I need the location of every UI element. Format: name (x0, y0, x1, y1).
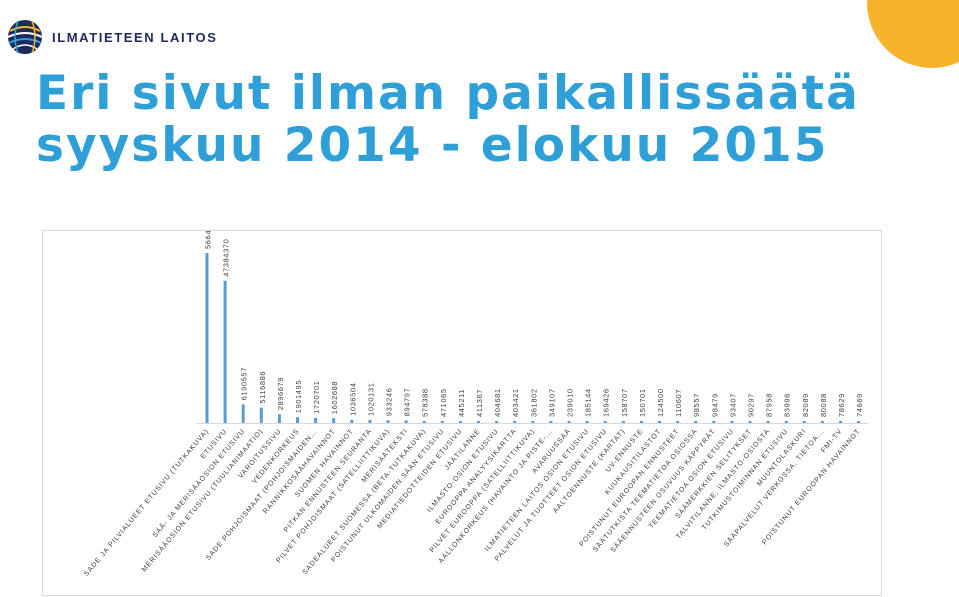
data-label: 1720701 (312, 380, 321, 413)
bar (567, 421, 571, 423)
bar (676, 421, 680, 423)
data-label: 471065 (439, 388, 448, 417)
data-label: 578388 (421, 388, 430, 417)
data-label: 2896679 (276, 377, 285, 410)
bar (748, 421, 752, 423)
bar (277, 414, 281, 423)
data-label: 185144 (584, 388, 593, 417)
bar (513, 421, 517, 423)
data-label: 5116886 (258, 371, 267, 404)
data-label: 47384370 (222, 239, 231, 277)
bar (694, 421, 698, 423)
data-label: 98557 (692, 393, 701, 417)
bar (621, 421, 625, 423)
bar (332, 418, 336, 423)
bar (440, 421, 444, 423)
data-label: 110607 (674, 389, 683, 417)
bar (820, 421, 824, 423)
bar (386, 420, 390, 423)
bar (368, 419, 372, 423)
bar (585, 421, 589, 423)
data-label: 445211 (457, 389, 466, 417)
bar (712, 421, 716, 423)
bar (495, 421, 499, 423)
bar (223, 280, 227, 423)
slide-title-line2: syyskuu 2014 - elokuu 2015 (36, 118, 829, 173)
bar (296, 417, 299, 423)
bar (259, 407, 263, 423)
bar (458, 421, 462, 423)
data-label: 404681 (493, 388, 502, 417)
bar (241, 404, 245, 423)
data-label: 349107 (547, 388, 556, 417)
bar (404, 420, 408, 423)
data-label: 78629 (837, 393, 846, 417)
globe-lines-icon (7, 20, 43, 54)
slide-title-line1: Eri sivut ilman paikallissäätä (36, 66, 860, 121)
bar (839, 421, 842, 423)
bar (639, 421, 643, 423)
bar (422, 421, 426, 423)
bar-chart: 56643632 SADE JA PILVIALUEET ETUSIVU (TUT… (83, 231, 869, 578)
data-label: 87958 (765, 393, 774, 417)
corner-decoration (867, 0, 959, 68)
bar (766, 421, 770, 423)
bar (531, 421, 535, 423)
data-label: 361802 (529, 388, 538, 417)
bar (477, 421, 480, 423)
chart-area: 56643632 SADE JA PILVIALUEET ETUSIVU (TUT… (42, 230, 882, 596)
data-label: 83996 (783, 393, 792, 417)
slide-title: Eri sivut ilman paikallissäätä syyskuu 2… (36, 68, 860, 172)
bar (784, 421, 788, 423)
data-label: 124500 (656, 388, 665, 417)
data-label: 1020131 (366, 383, 375, 416)
data-label: 169426 (602, 388, 611, 417)
data-label: 1901495 (294, 380, 303, 413)
bar (857, 421, 861, 423)
data-label: 56643632 (204, 231, 213, 249)
bar (205, 253, 209, 423)
data-label: 239010 (566, 388, 575, 417)
bar (314, 417, 318, 423)
data-label: 98479 (710, 393, 719, 417)
data-label: 894797 (403, 388, 412, 417)
bar (802, 421, 806, 423)
data-label: 93407 (728, 393, 737, 417)
category-label: MERISÄÄOSION ETUSIVU (TUULIANIMAATIO) (140, 427, 265, 573)
data-label: 90297 (747, 393, 756, 417)
data-label: 1602688 (330, 381, 339, 414)
data-label: 158707 (620, 388, 629, 417)
category-label: SADE JA PILVIALUEET ETUSIVU (TUTKAKUVA) (83, 428, 210, 578)
data-label: 933246 (385, 388, 394, 417)
data-label: 411367 (475, 389, 484, 417)
data-label: 1036504 (348, 382, 357, 415)
data-label: 6190557 (240, 367, 249, 400)
bar (603, 421, 607, 423)
bar (658, 421, 661, 423)
brand-name: ILMATIETEEN LAITOS (52, 29, 218, 45)
data-label: 403421 (511, 388, 520, 417)
brand-logo: ILMATIETEEN LAITOS (6, 18, 218, 56)
data-label: 80088 (819, 393, 828, 417)
bar (350, 419, 354, 423)
bar (549, 421, 553, 423)
data-label: 74669 (855, 393, 864, 417)
bar (730, 421, 734, 423)
data-label: 82089 (801, 393, 810, 417)
data-label: 150701 (638, 388, 647, 417)
